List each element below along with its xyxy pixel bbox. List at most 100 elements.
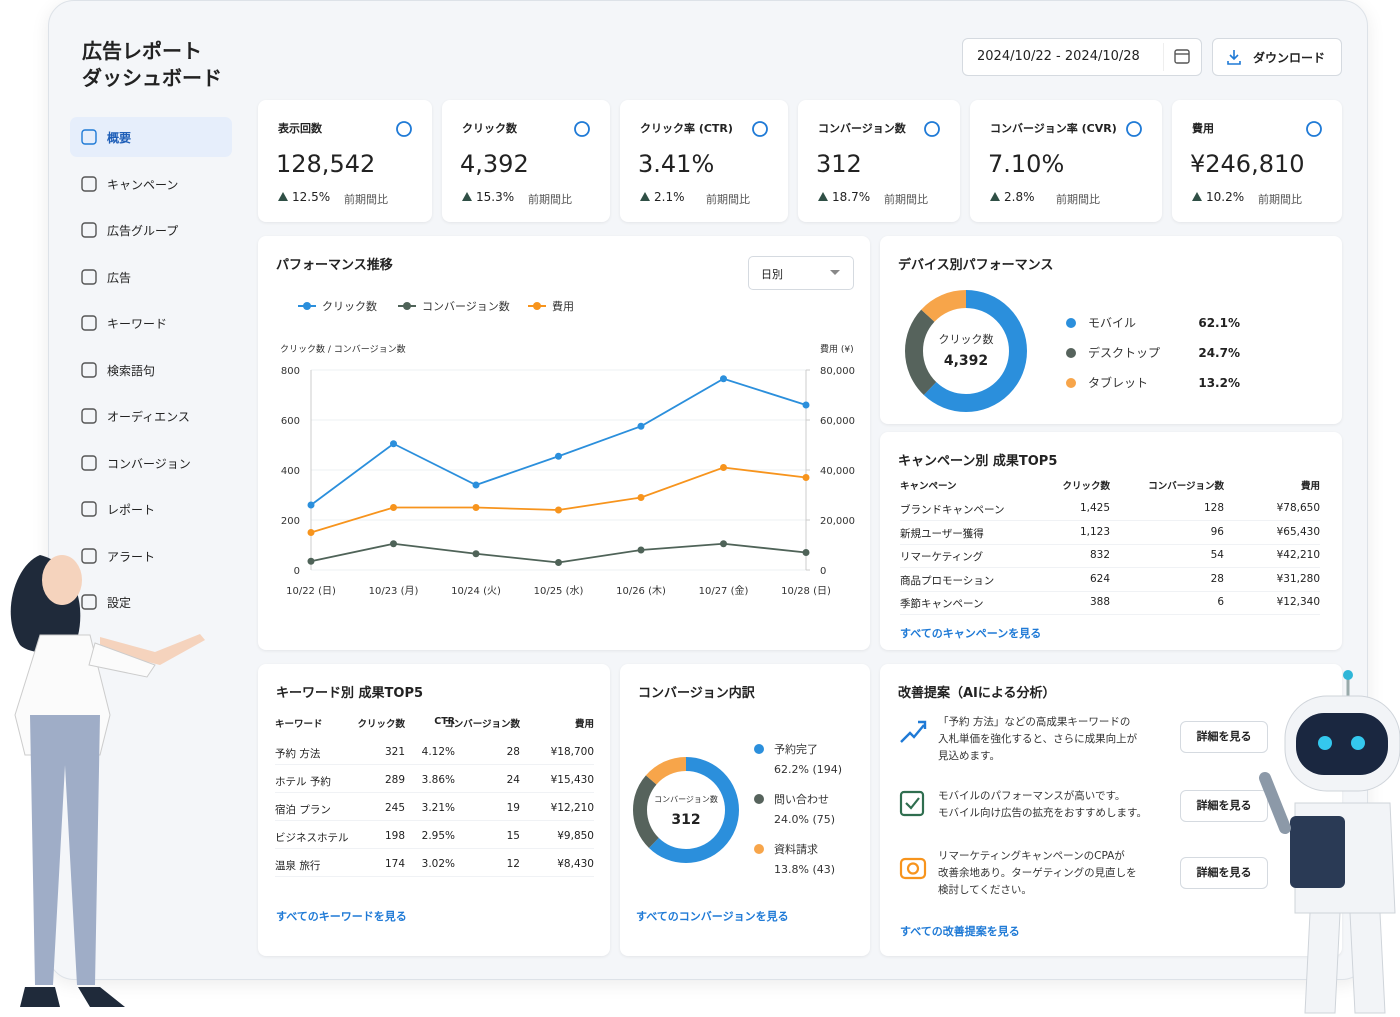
sidebar-label: アラート	[107, 549, 156, 564]
kpi-note: 前期間比	[1056, 193, 1100, 206]
sidebar-icon	[81, 222, 97, 238]
table-cell: 832	[1089, 549, 1110, 562]
legend-label: 問い合わせ	[774, 793, 829, 806]
detail-button[interactable]: 詳細を見る	[1180, 721, 1268, 753]
donut-center-label: コンバージョン数	[654, 794, 718, 804]
value-label: 24.0% (75)	[774, 813, 835, 826]
sidebar-item[interactable]: キャンペーン	[72, 168, 230, 200]
sidebar-item[interactable]: 広告グループ	[72, 214, 230, 246]
sidebar-item[interactable]: 検索語句	[72, 354, 230, 386]
suggestion-link[interactable]: すべての改善提案を見る	[900, 925, 1020, 938]
line-series	[310, 377, 807, 506]
card-title: キーワード別 成果TOP5	[276, 686, 424, 701]
icon-shape	[924, 121, 940, 137]
sidebar-label: レポート	[107, 503, 156, 517]
x-tick-label: 10/22 (日)	[286, 586, 336, 597]
row-divider	[275, 848, 594, 849]
card-title: コンバージョン内訳	[638, 686, 755, 701]
table-cell: 4.12%	[421, 746, 455, 758]
suggestion-text: モバイルのパフォーマンスが高いです。	[938, 790, 1126, 802]
sidebar-item[interactable]: 設定	[72, 586, 230, 618]
table-cell: 宿泊 プラン	[275, 804, 331, 816]
line-series	[310, 466, 807, 534]
sidebar-item[interactable]: コンバージョン	[72, 447, 230, 479]
legend-dot	[1066, 318, 1076, 328]
icon-shape	[81, 454, 97, 471]
table-cell: 3.86%	[421, 774, 455, 786]
kpi-change: 15.3%	[476, 190, 515, 204]
icon-shape	[81, 129, 97, 145]
icon-shape	[81, 547, 97, 564]
conversion-link[interactable]: すべてのコンバージョンを見る	[636, 910, 789, 923]
suggestion-text: 改善余地あり。ターゲティングの見直しを	[938, 867, 1137, 879]
date-range: 2024/10/22 - 2024/10/28	[977, 49, 1140, 64]
legend-label: 資料請求	[774, 842, 818, 856]
kpi-icon	[752, 121, 768, 137]
kpi-card: 費用 ¥246,810 10.2% 前期間比	[1172, 100, 1342, 222]
date-picker[interactable]: 2024/10/22 - 2024/10/28	[962, 38, 1202, 76]
kpi-note: 前期間比	[344, 193, 388, 206]
table-cell: ¥18,700	[550, 746, 594, 758]
keyword-link[interactable]: すべてのキーワードを見る	[276, 910, 407, 923]
kpi-change: 2.1%	[654, 190, 685, 204]
donut-center-value: 4,392	[944, 353, 988, 369]
detail-button[interactable]: 詳細を見る	[1180, 857, 1268, 889]
icon-shape	[81, 501, 97, 517]
table-header: 費用	[574, 719, 594, 730]
legend-label: コンバージョン数	[422, 300, 510, 313]
value-label: 24.7%	[1198, 346, 1240, 360]
line-point	[720, 375, 727, 383]
detail-button[interactable]: 詳細を見る	[1180, 790, 1268, 822]
table-cell: 1,123	[1079, 525, 1110, 538]
legend-dot	[754, 744, 764, 754]
kpi-change: 18.7%	[832, 190, 871, 204]
sidebar-label: 広告	[107, 270, 132, 285]
kpi-change: 2.8%	[1004, 190, 1035, 204]
sidebar-item[interactable]: 広告	[72, 261, 230, 293]
line-point	[472, 481, 480, 489]
arrow-shape	[278, 192, 288, 201]
table-cell: ¥42,210	[1276, 549, 1320, 562]
sidebar-label: キャンペーン	[107, 177, 179, 192]
icon-shape	[1306, 121, 1322, 137]
donut-center-value: 312	[671, 812, 700, 828]
table-cell: 198	[384, 830, 405, 842]
table-header: CTR	[434, 716, 455, 727]
table-cell: 321	[384, 746, 405, 758]
x-tick-label: 10/25 (水)	[534, 585, 584, 597]
kpi-label: 表示回数	[278, 122, 322, 135]
calendar-icon	[1163, 43, 1190, 71]
sidebar-label: キーワード	[107, 317, 168, 331]
sidebar-item[interactable]: 概要	[72, 121, 230, 153]
campaign-link[interactable]: すべてのキャンペーンを見る	[900, 627, 1042, 640]
table-cell: リマーケティング	[900, 551, 984, 564]
sidebar-item[interactable]: アラート	[72, 540, 230, 572]
sidebar-label: 設定	[107, 596, 132, 610]
kpi-value: ¥246,810	[1190, 150, 1305, 178]
donut-segment	[905, 290, 1027, 412]
period-select[interactable]: 日別	[748, 256, 854, 290]
table-cell: ¥9,850	[557, 830, 594, 842]
table-cell: ¥12,340	[1276, 596, 1320, 609]
check-icon	[899, 790, 925, 817]
row-divider	[900, 520, 1320, 521]
suggestion-text: モバイル向け広告の拡充をおすすめします。	[938, 807, 1147, 819]
download-button[interactable]: ダウンロード	[1212, 38, 1342, 76]
table-cell: 96	[1210, 525, 1224, 538]
sidebar-item[interactable]: オーディエンス	[72, 400, 230, 432]
sidebar-item[interactable]: キーワード	[72, 307, 230, 339]
kpi-label: クリック率 (CTR)	[640, 122, 733, 135]
row-divider	[275, 820, 594, 821]
x-tick-label: 10/24 (火)	[451, 585, 501, 597]
table-cell: 624	[1089, 572, 1110, 585]
sidebar-item[interactable]: レポート	[72, 493, 230, 525]
table-cell: 388	[1089, 596, 1110, 609]
kpi-value: 128,542	[276, 150, 376, 178]
y2-tick-label: 20,000	[820, 516, 855, 527]
kpi-value: 312	[816, 150, 862, 178]
sidebar-label: 検索語句	[107, 363, 156, 378]
chevron	[830, 270, 840, 275]
y-tick-label: 0	[294, 566, 300, 577]
x-tick-label: 10/23 (月)	[369, 585, 419, 597]
